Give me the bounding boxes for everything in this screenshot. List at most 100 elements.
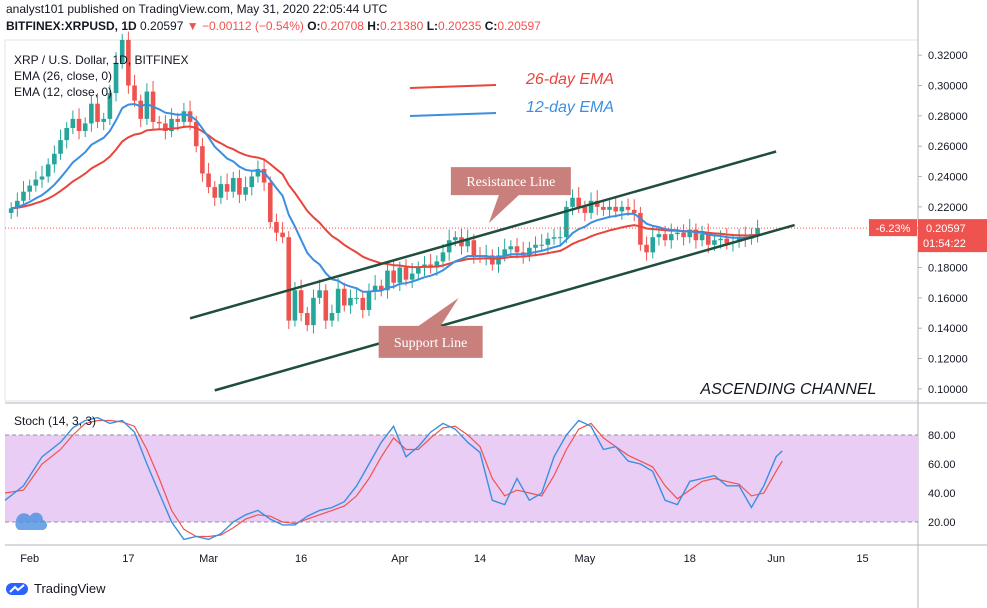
candle bbox=[280, 232, 285, 238]
candle bbox=[570, 197, 575, 207]
candle bbox=[527, 247, 532, 256]
tradingview-logo-icon bbox=[6, 583, 28, 595]
stoch-tick-label: 40.00 bbox=[928, 488, 956, 500]
price-tick-label: 0.30000 bbox=[928, 81, 968, 93]
candle bbox=[292, 290, 298, 321]
price-tick-label: 0.32000 bbox=[928, 50, 968, 62]
stoch-d-line bbox=[4, 419, 783, 538]
candle bbox=[514, 246, 520, 253]
candle bbox=[668, 234, 674, 241]
last-price-value: 0.20597 bbox=[140, 19, 184, 33]
support-callout bbox=[378, 297, 483, 358]
candle bbox=[379, 285, 384, 291]
candle bbox=[453, 237, 458, 241]
candle bbox=[27, 185, 32, 192]
series-legend-label: EMA (12, close, 0) bbox=[14, 85, 112, 99]
candle bbox=[434, 261, 440, 268]
candle bbox=[311, 297, 316, 326]
series-legend-label: XRP / U.S. Dollar, 1D, BITFINEX bbox=[14, 53, 189, 67]
candle bbox=[588, 200, 594, 213]
time-tick-label: 16 bbox=[295, 553, 307, 565]
candle bbox=[446, 240, 452, 253]
candle bbox=[601, 206, 606, 210]
price-tick-label: 0.12000 bbox=[928, 354, 968, 366]
change-value: −0.00112 (−0.54%) bbox=[202, 19, 304, 33]
candle bbox=[95, 103, 100, 122]
time-tick-label: Apr bbox=[391, 553, 408, 565]
channel-line bbox=[189, 150, 777, 320]
last-price-tag-label: 0.20597 bbox=[926, 223, 966, 235]
candle bbox=[533, 244, 538, 248]
candle bbox=[656, 234, 662, 238]
stoch-k-line bbox=[4, 416, 783, 541]
candle bbox=[200, 146, 205, 174]
stoch-tick-label: 20.00 bbox=[928, 517, 956, 529]
candle bbox=[113, 62, 119, 94]
candle bbox=[471, 240, 477, 256]
high-value: 0.21380 bbox=[379, 19, 424, 33]
time-tick-label: 15 bbox=[856, 553, 868, 565]
candle bbox=[372, 285, 378, 292]
price-tick-label: 0.22000 bbox=[928, 202, 968, 214]
candle bbox=[243, 187, 248, 195]
candle bbox=[138, 100, 144, 119]
candle bbox=[39, 176, 45, 180]
candle bbox=[76, 118, 82, 132]
candle bbox=[551, 237, 557, 239]
candle bbox=[366, 291, 372, 310]
candle bbox=[169, 118, 174, 132]
candle bbox=[286, 237, 292, 321]
time-tick-label: Mar bbox=[199, 553, 218, 565]
candle bbox=[132, 85, 137, 101]
candle bbox=[490, 255, 495, 265]
ema-legend-label: 26-day EMA bbox=[525, 71, 614, 88]
candle bbox=[681, 232, 686, 238]
ema12-line bbox=[11, 102, 758, 293]
candle bbox=[465, 240, 470, 247]
candle bbox=[249, 176, 255, 188]
price-tick-label: 0.14000 bbox=[928, 323, 968, 335]
ema-legend-swatch bbox=[409, 112, 497, 117]
time-tick-label: Jun bbox=[767, 553, 785, 565]
candle bbox=[8, 208, 14, 213]
stoch-band bbox=[5, 435, 918, 522]
candle bbox=[267, 182, 273, 223]
candle bbox=[230, 178, 236, 192]
candle bbox=[126, 40, 131, 86]
time-tick-label: May bbox=[574, 553, 595, 565]
candle bbox=[193, 121, 199, 147]
published-line: analyst101 published on TradingView.com,… bbox=[6, 2, 388, 16]
candle bbox=[144, 91, 150, 119]
resistance-callout bbox=[450, 167, 571, 224]
candle bbox=[539, 244, 544, 246]
candle bbox=[33, 179, 39, 186]
candle bbox=[45, 164, 51, 177]
candle bbox=[304, 313, 310, 326]
close-value: 0.20597 bbox=[497, 19, 541, 33]
candle bbox=[582, 206, 588, 213]
candle bbox=[755, 228, 760, 235]
stoch-tick-label: 80.00 bbox=[928, 430, 956, 442]
candle bbox=[224, 184, 230, 192]
candle bbox=[58, 140, 63, 154]
candle bbox=[631, 209, 637, 213]
candle bbox=[607, 206, 612, 210]
candle bbox=[619, 206, 625, 212]
candle bbox=[508, 246, 514, 250]
tradingview-brand[interactable]: TradingView bbox=[6, 580, 106, 596]
candle bbox=[89, 103, 94, 124]
ema-legend-swatch bbox=[409, 84, 497, 89]
candle bbox=[625, 206, 631, 210]
candle bbox=[385, 270, 390, 291]
candle bbox=[687, 229, 693, 238]
price-tick-label: 0.28000 bbox=[928, 111, 968, 123]
open-label: O: bbox=[307, 19, 321, 33]
candle bbox=[644, 244, 649, 253]
candle bbox=[274, 222, 279, 233]
candle bbox=[348, 297, 353, 306]
candle bbox=[545, 238, 551, 245]
low-value: 0.20235 bbox=[438, 19, 482, 33]
candle bbox=[662, 234, 668, 241]
series-legend-label: EMA (26, close, 0) bbox=[14, 69, 112, 83]
